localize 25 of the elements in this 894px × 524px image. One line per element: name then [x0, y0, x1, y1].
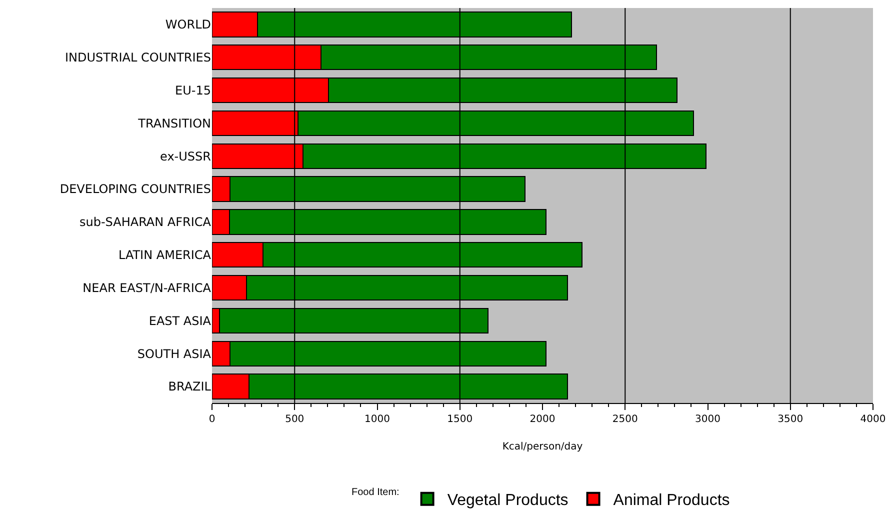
y-tick-label: sub-SAHARAN AFRICA — [79, 215, 212, 230]
x-tick-label: 1500 — [447, 414, 473, 425]
x-tick-label: 2000 — [530, 414, 556, 425]
legend-label: Vegetal Products — [447, 492, 568, 510]
x-tick-label: 2500 — [612, 414, 638, 425]
y-tick-label: EU-15 — [175, 83, 211, 98]
y-tick-label: NEAR EAST/N-AFRICA — [82, 280, 212, 295]
x-tick-label: 1000 — [364, 414, 390, 425]
x-tick-label: 3500 — [778, 414, 804, 425]
y-tick-label: TRANSITION — [137, 116, 211, 130]
y-tick-label: SOUTH ASIA — [137, 346, 212, 361]
x-tick-label: 4000 — [860, 414, 886, 425]
x-tick-label: 3000 — [695, 414, 720, 425]
x-tick-label: 0 — [208, 414, 216, 425]
y-tick-label: WORLD — [165, 18, 211, 32]
x-axis-title: Kcal/person/day — [502, 442, 583, 452]
y-tick-label: EAST ASIA — [148, 314, 212, 328]
y-tick-label: BRAZIL — [168, 380, 212, 394]
y-tick-label: LATIN AMERICA — [118, 248, 212, 262]
legend-label: Animal Products — [613, 492, 730, 510]
legend-title: Food Item: — [352, 487, 400, 498]
x-tick-label: 500 — [285, 414, 304, 425]
y-tick-label: ex-USSR — [160, 149, 211, 164]
y-tick-label: INDUSTRIAL COUNTRIES — [64, 50, 211, 65]
y-tick-label: DEVELOPING COUNTRIES — [60, 182, 211, 196]
